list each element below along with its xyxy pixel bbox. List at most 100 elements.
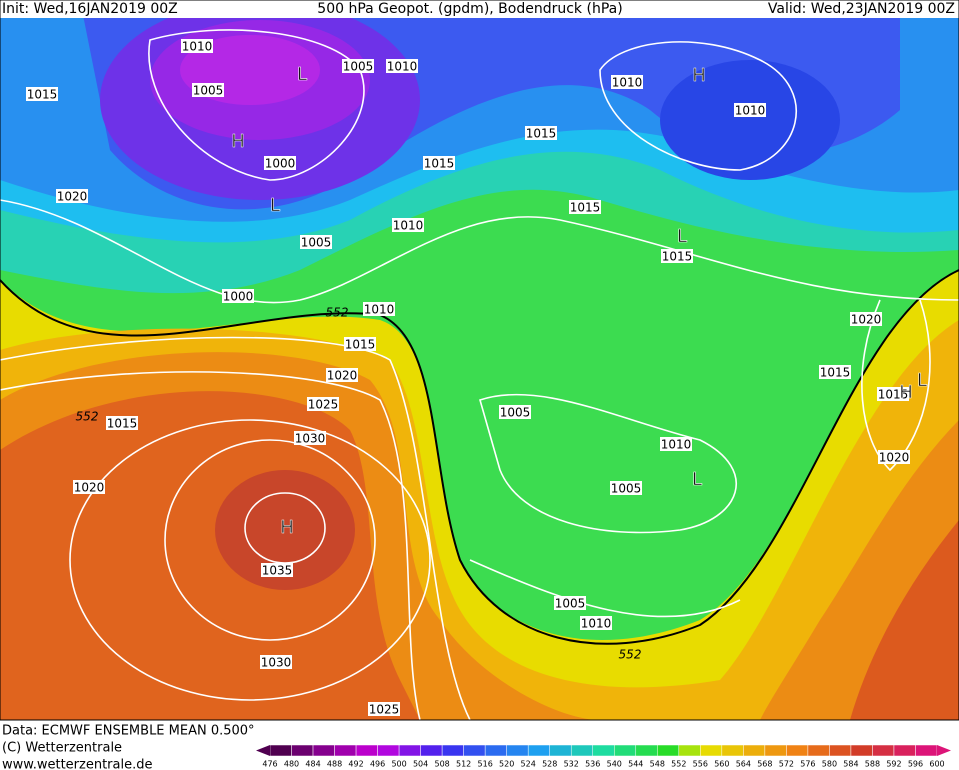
legend-label: 476 bbox=[262, 760, 277, 769]
pressure-center: H bbox=[280, 517, 294, 538]
pressure-center: L bbox=[917, 370, 927, 391]
contour-label: 552 bbox=[76, 410, 99, 424]
label-box bbox=[569, 200, 601, 214]
label-box bbox=[222, 289, 254, 303]
legend-label: 576 bbox=[800, 760, 815, 769]
legend-label: 492 bbox=[348, 760, 363, 769]
label-box bbox=[307, 397, 339, 411]
isobar-label: 1010 bbox=[393, 219, 424, 233]
isobar bbox=[164, 439, 376, 641]
legend-cell bbox=[700, 744, 723, 757]
legend-label: 516 bbox=[478, 760, 493, 769]
isobar-label: 1005 bbox=[611, 482, 642, 496]
isobar-label: 1010 bbox=[581, 617, 612, 631]
legend-cell bbox=[420, 744, 443, 757]
label-box bbox=[734, 103, 766, 117]
isobar-label: 1025 bbox=[308, 398, 339, 412]
legend-label: 540 bbox=[607, 760, 622, 769]
pressure-center: H bbox=[899, 382, 913, 403]
legend-arrow bbox=[256, 745, 270, 756]
band bbox=[660, 60, 840, 180]
contour-label: 552 bbox=[326, 306, 349, 320]
isobar bbox=[469, 559, 741, 618]
field bbox=[0, 18, 959, 720]
legend-cell bbox=[484, 744, 507, 757]
label-box bbox=[392, 218, 424, 232]
isobar-label: 1010 bbox=[735, 104, 766, 118]
isobar-label: 1010 bbox=[182, 40, 213, 54]
label-box bbox=[877, 387, 909, 401]
pressure-center: L bbox=[692, 469, 702, 490]
legend-label: 592 bbox=[886, 760, 901, 769]
legend-label: 600 bbox=[929, 760, 944, 769]
isobar-label: 1005 bbox=[193, 84, 224, 98]
isobar-label: 1010 bbox=[387, 60, 418, 74]
legend-label: 580 bbox=[822, 760, 837, 769]
isobar bbox=[861, 299, 931, 472]
map-title: 500 hPa Geopot. (gpdm), Bodendruck (hPa) bbox=[317, 1, 622, 17]
init-label: Init: Wed,16JAN2019 00Z bbox=[2, 1, 178, 17]
legend-label: 596 bbox=[908, 760, 923, 769]
isobar-label: 1005 bbox=[500, 406, 531, 420]
label-box bbox=[56, 189, 88, 203]
band bbox=[850, 520, 959, 720]
legend-label: 556 bbox=[693, 760, 708, 769]
isobar-label: 1015 bbox=[662, 250, 693, 264]
isobar bbox=[148, 29, 365, 181]
legend-label: 560 bbox=[714, 760, 729, 769]
pressure-center: L bbox=[677, 226, 687, 247]
legend-cell bbox=[872, 744, 895, 757]
isobar-label: 1020 bbox=[851, 313, 882, 327]
valid-label: Valid: Wed,23JAN2019 00Z bbox=[768, 1, 955, 17]
legend-label: 524 bbox=[521, 760, 536, 769]
label-box bbox=[344, 337, 376, 351]
legend-cell bbox=[441, 744, 464, 757]
legend-label: 480 bbox=[284, 760, 299, 769]
label-box bbox=[580, 616, 612, 630]
legend-cell bbox=[592, 744, 615, 757]
contour-label: 552 bbox=[619, 648, 642, 662]
legend-cell bbox=[334, 744, 357, 757]
legend-cell bbox=[786, 744, 809, 757]
label-box bbox=[368, 702, 400, 716]
legend-label: 532 bbox=[564, 760, 579, 769]
legend-label: 584 bbox=[843, 760, 858, 769]
label-box bbox=[106, 416, 138, 430]
legend-cell bbox=[463, 744, 486, 757]
label-box bbox=[660, 437, 692, 451]
pressure-center: H bbox=[231, 131, 245, 152]
isobar-label: 1010 bbox=[364, 303, 395, 317]
isobar-label: 1025 bbox=[369, 703, 400, 717]
isobar-label: 1035 bbox=[262, 564, 293, 578]
isobar-label: 1005 bbox=[343, 60, 374, 74]
label-box bbox=[611, 75, 643, 89]
legend-cell bbox=[312, 744, 335, 757]
legend-arrow bbox=[937, 745, 951, 756]
legend-label: 484 bbox=[305, 760, 320, 769]
band bbox=[0, 391, 420, 720]
label-box bbox=[300, 235, 332, 249]
legend-cell bbox=[678, 744, 701, 757]
legend-label: 564 bbox=[736, 760, 751, 769]
legend-cell bbox=[355, 744, 378, 757]
label-box bbox=[850, 312, 882, 326]
legend-cell bbox=[721, 744, 744, 757]
legend-cell bbox=[269, 744, 292, 757]
isobar-label: 1015 bbox=[526, 127, 557, 141]
copyright-label: (C) Wetterzentrale bbox=[2, 741, 122, 756]
legend-cell bbox=[527, 744, 550, 757]
labels: 1010 1005 1010 1005 1015 1000 1015 1015 1010 1010… bbox=[26, 39, 927, 717]
legend-label: 588 bbox=[865, 760, 880, 769]
label-box bbox=[386, 59, 418, 73]
legend-label: 496 bbox=[370, 760, 385, 769]
legend-label: 500 bbox=[391, 760, 406, 769]
label-box bbox=[181, 39, 213, 53]
legend-label: 544 bbox=[628, 760, 643, 769]
isobar-label: 1015 bbox=[345, 338, 376, 352]
legend-cell bbox=[549, 744, 572, 757]
legend-cell bbox=[506, 744, 529, 757]
isobar-label: 1005 bbox=[301, 236, 332, 250]
isobar bbox=[0, 336, 471, 720]
source-label: Data: ECMWF ENSEMBLE MEAN 0.500° bbox=[2, 724, 255, 739]
